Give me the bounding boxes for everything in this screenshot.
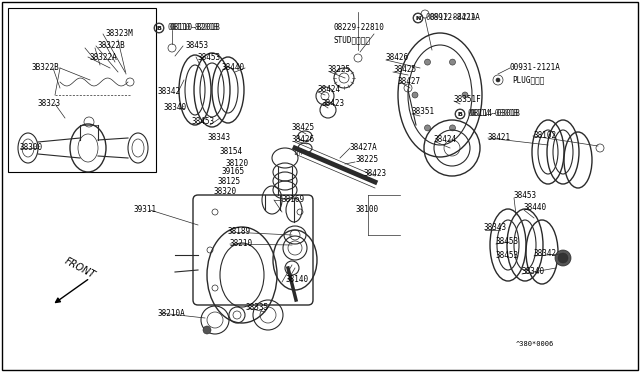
Text: 38425: 38425 <box>393 65 416 74</box>
Text: 38225: 38225 <box>328 65 351 74</box>
Text: 08110-8201B: 08110-8201B <box>170 23 221 32</box>
Text: 08912-8421A: 08912-8421A <box>430 13 481 22</box>
Text: 38169: 38169 <box>281 196 304 205</box>
Text: 38120: 38120 <box>225 158 248 167</box>
Text: B: B <box>458 112 463 116</box>
Text: 38351F: 38351F <box>454 96 482 105</box>
Text: 3B322B: 3B322B <box>32 64 60 73</box>
Text: 38426: 38426 <box>291 135 314 144</box>
Text: 38423: 38423 <box>322 99 345 109</box>
Text: ^380*0006: ^380*0006 <box>516 341 554 347</box>
Text: 08114-0301B: 08114-0301B <box>470 109 521 119</box>
Text: FRONT: FRONT <box>63 256 97 280</box>
Text: 38340: 38340 <box>522 267 545 276</box>
Text: N: N <box>415 16 420 20</box>
Text: 38453: 38453 <box>496 237 519 247</box>
Text: 38424: 38424 <box>318 86 341 94</box>
Text: 38427: 38427 <box>398 77 421 87</box>
Bar <box>8 8 156 172</box>
Circle shape <box>496 78 500 82</box>
Text: 38342: 38342 <box>534 250 557 259</box>
Text: 00931-2121A: 00931-2121A <box>510 64 561 73</box>
Circle shape <box>412 92 418 98</box>
Text: 38351: 38351 <box>412 108 435 116</box>
Circle shape <box>449 59 456 65</box>
Text: 38100: 38100 <box>356 205 379 215</box>
Text: 38320: 38320 <box>213 187 236 196</box>
Circle shape <box>424 59 431 65</box>
Text: B: B <box>157 26 161 31</box>
Text: 08114-0301B: 08114-0301B <box>468 109 519 119</box>
Text: B: B <box>458 112 463 116</box>
Text: 38453: 38453 <box>185 42 208 51</box>
Text: 08229-22810: 08229-22810 <box>333 23 384 32</box>
Text: 38322A: 38322A <box>90 52 118 61</box>
Text: 38453: 38453 <box>198 52 221 61</box>
Text: 38427A: 38427A <box>350 144 378 153</box>
Text: 38342: 38342 <box>157 87 180 96</box>
Text: B: B <box>157 26 161 31</box>
Text: 38343: 38343 <box>208 134 231 142</box>
Circle shape <box>424 125 431 131</box>
Text: 38340: 38340 <box>163 103 186 112</box>
Text: 38423: 38423 <box>363 170 386 179</box>
Text: 38323M: 38323M <box>106 29 134 38</box>
Text: N: N <box>415 16 420 20</box>
Text: 38189: 38189 <box>228 228 251 237</box>
Text: 38440: 38440 <box>222 64 245 73</box>
Text: 38154: 38154 <box>220 148 243 157</box>
Text: 08110-8201B: 08110-8201B <box>167 23 218 32</box>
Text: 39311: 39311 <box>134 205 157 215</box>
Text: 38210A: 38210A <box>158 308 186 317</box>
Text: 38125: 38125 <box>218 176 241 186</box>
Circle shape <box>558 253 568 263</box>
Circle shape <box>203 326 211 334</box>
Circle shape <box>462 92 468 98</box>
Text: 38140: 38140 <box>285 276 308 285</box>
Text: 38426: 38426 <box>386 54 409 62</box>
Text: 38453: 38453 <box>514 192 537 201</box>
Text: 38453: 38453 <box>496 251 519 260</box>
Text: 38440: 38440 <box>524 203 547 212</box>
Text: 38335: 38335 <box>245 304 268 312</box>
Text: 38453: 38453 <box>192 118 215 126</box>
Text: PLUGプラグ: PLUGプラグ <box>512 76 545 84</box>
Text: 38210: 38210 <box>230 240 253 248</box>
Text: STUDスタッド: STUDスタッド <box>333 35 370 45</box>
Circle shape <box>555 250 571 266</box>
Text: 38102: 38102 <box>533 131 556 141</box>
Text: 38425: 38425 <box>291 124 314 132</box>
Text: 08912-8421A: 08912-8421A <box>426 13 477 22</box>
Text: 38424: 38424 <box>434 135 457 144</box>
Text: 38300: 38300 <box>20 144 43 153</box>
Text: 38323: 38323 <box>38 99 61 109</box>
Text: 38421: 38421 <box>488 134 511 142</box>
Text: 38343: 38343 <box>484 224 507 232</box>
Text: 38322B: 38322B <box>98 42 125 51</box>
Text: 39165: 39165 <box>222 167 245 176</box>
Text: 38225: 38225 <box>355 155 378 164</box>
Circle shape <box>449 125 456 131</box>
